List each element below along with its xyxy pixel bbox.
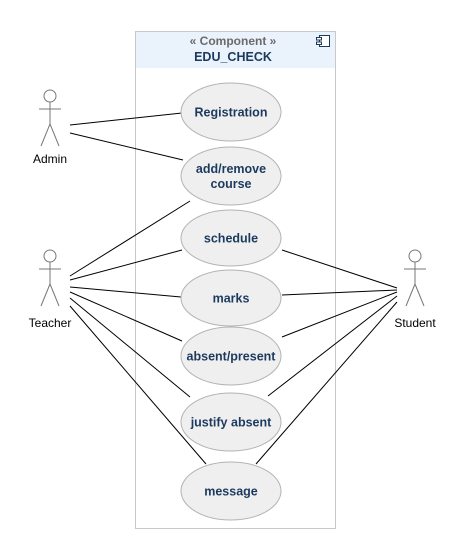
actor-label: Teacher: [29, 316, 72, 330]
use-case-schedule[interactable]: schedule: [180, 209, 282, 267]
component-name: EDU_CHECK: [194, 50, 272, 64]
use-case-ellipse: [180, 461, 282, 521]
association-admin-add-remove-course: [69, 132, 184, 161]
actor-teacher[interactable]: Teacher: [29, 249, 72, 330]
association-teacher-schedule: [69, 249, 183, 281]
actor-admin[interactable]: Admin: [33, 89, 67, 166]
association-student-justify-absent: [267, 295, 398, 397]
associations: [69, 112, 398, 465]
use-case-absent-present[interactable]: absent/present: [180, 326, 282, 386]
association-student-marks: [281, 289, 398, 296]
use-case-label: schedule: [204, 232, 258, 246]
association-teacher-add-remove-course: [69, 200, 191, 277]
association-admin-registration: [69, 112, 183, 126]
stick-figure-icon: [404, 249, 426, 307]
association-teacher-absent-present: [69, 291, 183, 342]
use-case-marks[interactable]: marks: [180, 269, 282, 327]
actor-student[interactable]: Student: [394, 249, 436, 330]
use-case-ellipse: [180, 146, 282, 206]
stick-figure-icon: [39, 89, 61, 147]
component-icon: [316, 35, 330, 47]
actor-label: Admin: [33, 152, 67, 166]
stick-figure-icon: [39, 249, 61, 307]
use-case-label: course: [211, 177, 252, 191]
actors: Admin Teacher Student: [29, 89, 436, 330]
association-student-absent-present: [281, 291, 398, 338]
use-case-ellipse: [180, 82, 282, 142]
association-student-schedule: [281, 249, 398, 289]
use-case-label: justify absent: [190, 416, 272, 430]
use-case-label: message: [204, 485, 258, 499]
boundary-header: [136, 32, 335, 68]
association-teacher-justify-absent: [69, 297, 191, 398]
use-case-label: absent/present: [187, 350, 277, 364]
association-teacher-marks: [69, 286, 182, 298]
use-case-ellipse: [180, 392, 282, 452]
component-stereotype: « Component »: [190, 34, 277, 48]
use-case-label: Registration: [195, 106, 268, 120]
use-case-label: add/remove: [196, 162, 266, 176]
use-case-ellipse: [180, 269, 282, 327]
use-case-ellipse: [180, 209, 282, 267]
use-case-message[interactable]: message: [180, 461, 282, 521]
association-teacher-message: [69, 305, 207, 465]
use-case-label: marks: [213, 292, 250, 306]
use-case-ellipse: [180, 326, 282, 386]
use-case-registration[interactable]: Registration: [180, 82, 282, 142]
use-case-justify-absent[interactable]: justify absent: [180, 392, 282, 452]
actor-label: Student: [394, 316, 436, 330]
association-student-message: [255, 301, 398, 465]
